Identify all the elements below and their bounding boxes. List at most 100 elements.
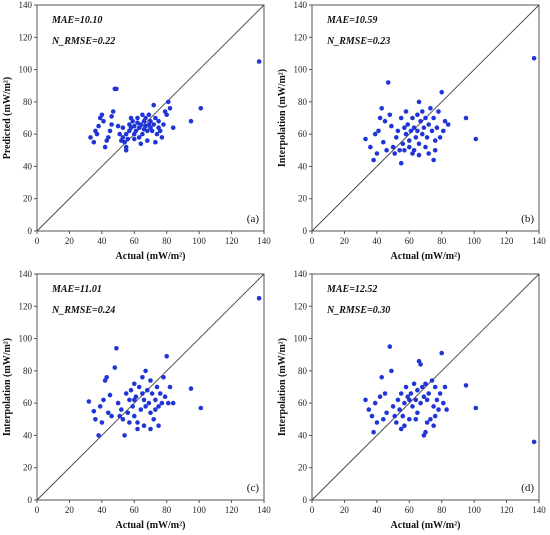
y-tick-label: 80 xyxy=(23,366,33,376)
data-point xyxy=(376,128,381,134)
data-point xyxy=(123,131,129,137)
data-point xyxy=(170,400,176,406)
data-point xyxy=(188,386,194,391)
data-point xyxy=(138,407,144,412)
y-tick-label: 0 xyxy=(303,226,308,236)
y-tick-label: 20 xyxy=(23,463,33,473)
x-tick-label: 80 xyxy=(162,236,172,246)
data-point xyxy=(154,384,160,390)
data-point xyxy=(91,139,97,145)
data-point xyxy=(418,400,423,406)
panel-label: (d) xyxy=(521,482,534,494)
x-tick-label: 60 xyxy=(130,236,140,246)
data-point xyxy=(122,139,127,145)
data-point xyxy=(437,391,443,396)
data-point xyxy=(368,144,373,150)
data-point xyxy=(170,125,176,130)
data-point xyxy=(256,59,262,64)
data-point xyxy=(125,136,131,142)
y-tick-label: 80 xyxy=(298,97,308,107)
data-point xyxy=(156,118,161,124)
data-point xyxy=(411,125,417,130)
x-tick-label: 140 xyxy=(532,505,546,515)
data-point xyxy=(426,391,432,396)
x-tick-label: 140 xyxy=(257,505,271,515)
y-axis-label: Predicted (mW/m²) xyxy=(2,77,13,160)
data-point xyxy=(109,122,114,127)
identity-line xyxy=(36,4,265,232)
x-axis-label: Actual (mW/m²) xyxy=(391,520,461,531)
x-tick-label: 100 xyxy=(467,505,481,515)
data-point xyxy=(407,144,412,150)
data-point xyxy=(441,128,446,134)
data-point xyxy=(132,413,137,419)
data-point xyxy=(106,135,111,140)
data-point xyxy=(86,399,92,404)
data-point xyxy=(442,384,448,390)
data-point xyxy=(143,404,148,409)
data-point xyxy=(151,417,156,422)
data-point xyxy=(145,128,150,134)
data-point xyxy=(426,151,432,156)
data-point xyxy=(413,135,419,140)
y-tick-label: 140 xyxy=(294,269,308,279)
data-point xyxy=(423,115,428,121)
data-point xyxy=(379,106,385,111)
data-point xyxy=(403,384,409,390)
data-point xyxy=(166,99,171,105)
y-axis-label: Interpolation (mW/m²) xyxy=(277,69,288,167)
x-tick-label: 20 xyxy=(65,236,75,246)
x-tick-label: 0 xyxy=(35,236,40,246)
data-point xyxy=(372,400,378,406)
data-point xyxy=(436,109,441,114)
data-point xyxy=(363,136,368,142)
data-point xyxy=(394,135,399,140)
x-tick-label: 40 xyxy=(97,505,107,515)
data-point xyxy=(109,413,114,419)
data-point xyxy=(429,378,435,383)
y-tick-label: 140 xyxy=(19,0,33,10)
data-point xyxy=(402,125,407,130)
data-point xyxy=(123,144,129,150)
data-point xyxy=(431,157,436,163)
data-point xyxy=(531,439,537,445)
data-point xyxy=(127,420,132,425)
data-point xyxy=(371,429,376,435)
data-point xyxy=(145,138,150,143)
x-tick-label: 80 xyxy=(437,505,447,515)
data-point xyxy=(132,397,137,403)
x-tick-label: 120 xyxy=(225,505,239,515)
data-point xyxy=(397,148,402,153)
data-point xyxy=(157,391,163,396)
data-point xyxy=(431,115,436,121)
data-point xyxy=(140,391,145,396)
data-point xyxy=(114,346,119,351)
y-tick-label: 120 xyxy=(294,301,308,311)
data-point xyxy=(146,400,152,406)
data-point xyxy=(132,136,137,142)
data-point xyxy=(127,397,132,403)
y-tick-label: 60 xyxy=(298,129,308,139)
data-point xyxy=(389,368,394,374)
y-axis-label: Interpolation (mW/m²) xyxy=(277,338,288,436)
data-point xyxy=(377,115,383,121)
data-point xyxy=(149,128,155,134)
y-tick-label: 100 xyxy=(294,334,308,344)
plot-frame xyxy=(311,273,540,501)
data-point xyxy=(415,128,420,134)
y-tick-label: 120 xyxy=(19,32,33,42)
data-point xyxy=(416,99,422,105)
data-point xyxy=(420,131,425,137)
data-point xyxy=(381,139,386,145)
y-tick-label: 60 xyxy=(23,129,33,139)
data-point xyxy=(405,122,411,127)
data-point xyxy=(148,378,153,383)
data-point xyxy=(91,408,97,414)
y-tick-label: 0 xyxy=(28,226,33,236)
data-point xyxy=(133,128,139,134)
data-point xyxy=(145,387,150,393)
data-point xyxy=(107,392,113,398)
y-tick-label: 140 xyxy=(294,0,308,10)
x-tick-label: 120 xyxy=(500,505,514,515)
